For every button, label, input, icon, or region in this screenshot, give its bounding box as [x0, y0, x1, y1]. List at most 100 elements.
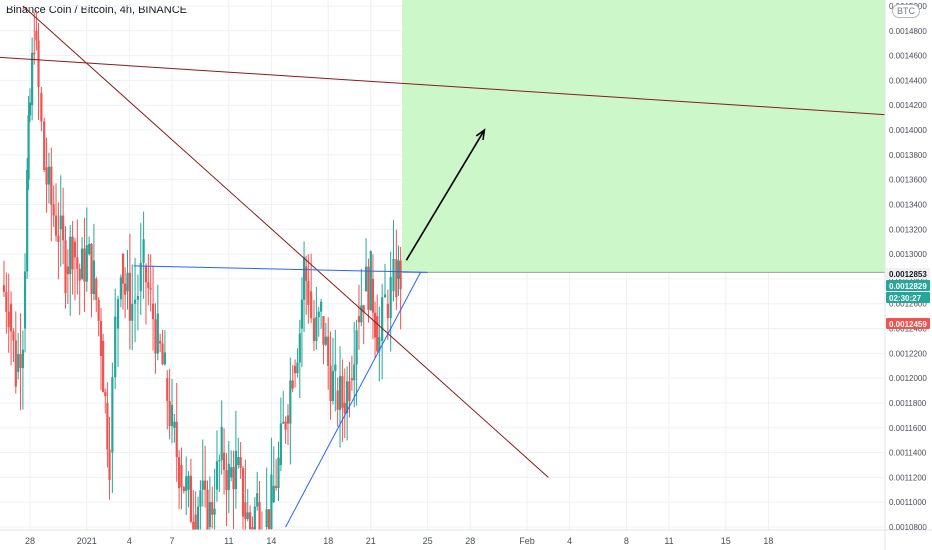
y-tick-label: 0.0013000: [889, 250, 927, 259]
time-axis: [0, 530, 932, 550]
candle-body: [324, 336, 327, 345]
candle-body: [286, 415, 290, 424]
candle-body: [399, 260, 402, 290]
candle-body: [108, 449, 111, 481]
candle-body: [154, 319, 157, 354]
candle-body: [312, 318, 316, 342]
candle-body: [66, 266, 69, 275]
candle-body: [225, 470, 228, 491]
candle-body: [320, 301, 323, 312]
projection-arrow[interactable]: [405, 129, 486, 261]
candle-body: [121, 254, 125, 284]
candle-body: [69, 236, 72, 275]
candle-body: [343, 402, 346, 414]
candle-body: [102, 340, 105, 393]
candle-body: [258, 502, 261, 539]
candle-body: [346, 381, 349, 414]
x-tick-label: 25: [423, 536, 433, 546]
candle-body: [371, 278, 375, 313]
y-tick-label: 0.0013600: [889, 176, 927, 185]
candle-body: [300, 299, 304, 329]
candle-body: [381, 297, 384, 341]
candle-body: [168, 400, 171, 427]
candle-body: [99, 320, 103, 356]
candle-body: [331, 371, 335, 401]
falling-trendline[interactable]: [22, 5, 549, 478]
candle-body: [12, 331, 15, 341]
y-tick-label: 0.0012400: [889, 325, 927, 334]
x-tick-label: 28: [465, 536, 475, 546]
candle-body: [386, 303, 389, 319]
candle-body: [90, 243, 93, 294]
candle-body: [52, 204, 55, 216]
candle-body: [334, 364, 337, 372]
candle-body: [161, 343, 164, 365]
candle-body: [192, 521, 195, 536]
candle-body: [360, 305, 363, 323]
candle-body: [78, 268, 81, 281]
y-tick-label: 0.0011800: [889, 399, 927, 408]
candle-body: [232, 467, 235, 490]
candle-body: [85, 245, 88, 282]
candle-body: [357, 316, 361, 323]
price-label-bg: [886, 268, 930, 279]
candle-body: [204, 480, 207, 490]
candle-body: [222, 452, 226, 471]
y-tick-label: 0.0012600: [889, 300, 927, 309]
y-tick-label: 0.0011200: [889, 473, 927, 482]
long-trendline[interactable]: [0, 56, 932, 119]
candle-body: [267, 509, 271, 530]
candle-body: [270, 474, 273, 530]
candle-body: [307, 280, 310, 305]
candle-body: [40, 92, 43, 122]
candle-body: [47, 166, 51, 185]
y-tick-label: 0.0011000: [889, 498, 927, 507]
resistance-line[interactable]: [133, 265, 428, 273]
candle-body: [136, 296, 140, 300]
candle-body: [73, 241, 77, 258]
candle-body: [111, 377, 114, 453]
candle-body: [220, 426, 223, 461]
y-tick-label: 0.0012800: [889, 275, 927, 284]
candle-body: [21, 349, 24, 369]
candle-body: [362, 305, 365, 312]
candle-body: [284, 421, 287, 430]
x-tick-label: 15: [721, 536, 731, 546]
y-tick-label: 0.0013400: [889, 200, 927, 209]
support-line[interactable]: [285, 272, 421, 528]
candle-body: [237, 457, 240, 465]
candle-body: [206, 489, 209, 550]
candle-body: [17, 354, 20, 372]
candle-body: [389, 276, 392, 319]
candle-body: [241, 468, 245, 517]
candle-body: [92, 260, 95, 294]
y-tick-label: 0.0013800: [889, 151, 927, 160]
candle-body: [147, 282, 150, 289]
candle-body: [54, 215, 58, 236]
candle-body: [364, 266, 368, 292]
candle-body: [227, 463, 230, 491]
y-tick-label: 0.0010800: [889, 523, 927, 532]
candle-body: [256, 493, 259, 507]
candle-body: [97, 299, 100, 321]
candle-body: [367, 266, 370, 310]
y-tick-label: 0.0014800: [889, 27, 927, 36]
candle-body: [194, 514, 197, 533]
price-label: 0.0012459: [889, 320, 927, 329]
candle-body: [35, 30, 38, 41]
candle-body: [119, 277, 122, 300]
candle-body: [201, 480, 204, 490]
y-tick-label: 0.0011600: [889, 424, 927, 433]
candle-body: [187, 475, 190, 490]
candle-body: [59, 215, 62, 230]
candle-body: [166, 378, 169, 401]
candle-body: [178, 457, 181, 489]
candle-body: [14, 340, 17, 387]
candle-body: [31, 52, 34, 106]
candle-body: [62, 215, 65, 241]
candle-body: [142, 239, 145, 263]
candle-body: [244, 502, 247, 520]
candle-body: [19, 354, 22, 369]
candle-body: [27, 115, 30, 180]
